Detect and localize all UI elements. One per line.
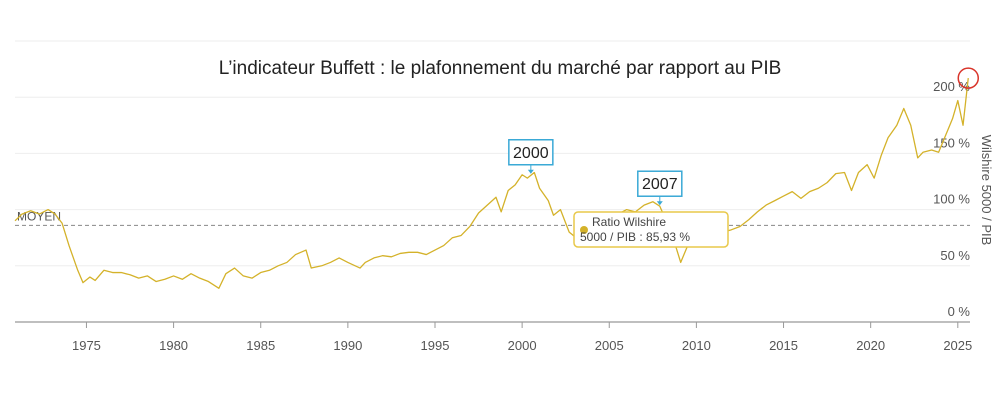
x-tick-label: 2000: [508, 338, 537, 353]
tooltip: Ratio Wilshire 5000 / PIB : 85,93 %: [573, 211, 729, 248]
mean-label: MOYEN: [17, 209, 61, 223]
data-line: [14, 78, 969, 289]
x-tick-label: 2025: [943, 338, 972, 353]
annotation-box: [637, 170, 683, 197]
annotation-arrow: [656, 201, 663, 206]
x-tick-label: 1975: [72, 338, 101, 353]
y-axis-title: Wilshire 5000 / PIB: [979, 135, 994, 246]
y-tick-label: 0 %: [948, 304, 971, 319]
highlight-circle: [957, 67, 980, 89]
tooltip-box: [573, 211, 729, 248]
x-tick-label: 2015: [769, 338, 798, 353]
y-tick-label: 200 %: [933, 79, 970, 94]
x-tick-label: 1990: [333, 338, 362, 353]
tooltip-text: Ratio Wilshire: [592, 215, 666, 229]
y-tick-label: 100 %: [933, 192, 970, 207]
x-tick-label: 2020: [856, 338, 885, 353]
x-tick-label: 2010: [682, 338, 711, 353]
x-tick-label: 1980: [159, 338, 188, 353]
annotation-label: 2000: [513, 145, 549, 162]
y-tick-label: 150 %: [933, 135, 970, 150]
y-tick-label: 50 %: [940, 248, 970, 263]
x-tick-label: 1995: [421, 338, 450, 353]
x-tick-label: 1985: [246, 338, 275, 353]
annotation-arrow: [527, 169, 534, 174]
tooltip-text: 5000 / PIB : 85,93 %: [580, 230, 690, 244]
tooltip-dot: [580, 226, 588, 234]
x-tick-label: 2005: [595, 338, 624, 353]
annotation-box: [508, 139, 554, 166]
annotation-label: 2007: [642, 176, 678, 193]
chart-title: L’indicateur Buffett : le plafonnement d…: [219, 58, 782, 79]
